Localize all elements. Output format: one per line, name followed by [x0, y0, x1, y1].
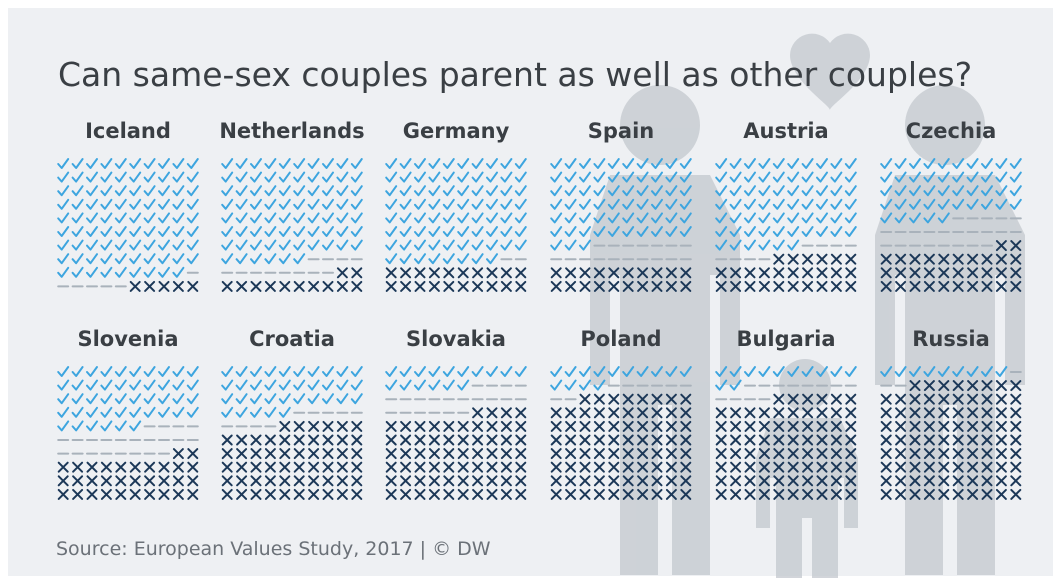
chart-title: Can same-sex couples parent as well as o… — [58, 55, 972, 94]
country-label: Austria — [743, 119, 828, 143]
country-label: Croatia — [249, 327, 335, 351]
country-label: Spain — [588, 119, 654, 143]
country-label: Bulgaria — [736, 327, 835, 351]
country-label: Czechia — [906, 119, 997, 143]
country-label: Germany — [403, 119, 510, 143]
chart: Can same-sex couples parent as well as o… — [0, 0, 1061, 584]
country-label: Netherlands — [219, 119, 364, 143]
source-note: Source: European Values Study, 2017 | © … — [56, 538, 491, 560]
country-label: Russia — [912, 327, 990, 351]
country-label: Iceland — [85, 119, 171, 143]
country-label: Slovenia — [77, 327, 178, 351]
country-label: Slovakia — [406, 327, 506, 351]
country-label: Poland — [580, 327, 661, 351]
